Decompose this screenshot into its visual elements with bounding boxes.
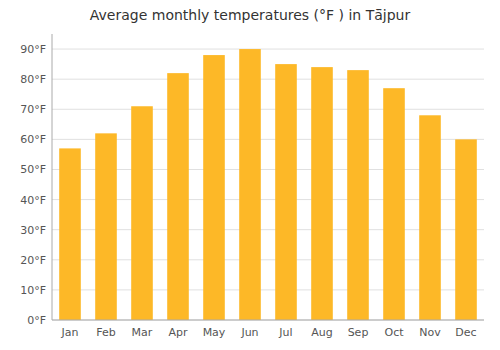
bar: [203, 55, 225, 320]
bar: [95, 133, 117, 320]
x-tick-label: Dec: [455, 326, 476, 339]
bar: [455, 139, 477, 320]
y-axis-line: [52, 34, 53, 320]
x-tick-label: Feb: [96, 326, 115, 339]
x-tick-label: Nov: [419, 326, 441, 339]
x-tick-label: May: [203, 326, 226, 339]
bar: [419, 115, 441, 320]
x-tick-label: Aug: [311, 326, 332, 339]
y-tick-label: 70°F: [20, 103, 46, 116]
title: Average monthly temperatures (°F ) in Tā…: [90, 7, 411, 23]
y-tick-label: 50°F: [20, 163, 46, 176]
y-tick-label: 80°F: [20, 73, 46, 86]
bar: [59, 148, 81, 320]
chart: Average monthly temperatures (°F ) in Tā…: [0, 0, 500, 350]
y-tick-label: 20°F: [20, 254, 46, 267]
x-tick-label: Jun: [240, 326, 258, 339]
grid-line: [52, 49, 484, 50]
x-tick-label: Apr: [168, 326, 188, 339]
grid-line: [52, 320, 484, 321]
x-tick-label: Oct: [384, 326, 404, 339]
y-tick-label: 30°F: [20, 224, 46, 237]
y-axis: 0°F 10°F 20°F 30°F 40°F 50°F 60°F 70°F 80°F 90°F: [20, 34, 52, 327]
y-tick-label: 10°F: [20, 284, 46, 297]
y-tick-label: 60°F: [20, 133, 46, 146]
bars: [59, 49, 477, 320]
x-axis: Jan Feb Mar Apr May Jun Jul Aug Sep Oct Nov Dec: [52, 320, 484, 339]
x-axis-line: [52, 320, 484, 321]
x-tick-label: Jul: [278, 326, 292, 339]
grid-line: [52, 79, 484, 80]
y-tick-label: 0°F: [27, 314, 46, 327]
x-tick-label: Jan: [61, 326, 79, 339]
grid-line: [52, 109, 484, 110]
bar: [275, 64, 297, 320]
grid: [52, 49, 484, 320]
x-tick-label: Mar: [132, 326, 153, 339]
bar: [239, 49, 261, 320]
bar: [383, 88, 405, 320]
bar: [167, 73, 189, 320]
bar: [347, 70, 369, 320]
y-tick-label: 90°F: [20, 43, 46, 56]
bar: [131, 106, 153, 320]
y-tick-label: 40°F: [20, 194, 46, 207]
page: {"chart_data": {"type": "bar", "title": …: [0, 0, 500, 350]
bar: [311, 67, 333, 320]
x-tick-label: Sep: [348, 326, 369, 339]
